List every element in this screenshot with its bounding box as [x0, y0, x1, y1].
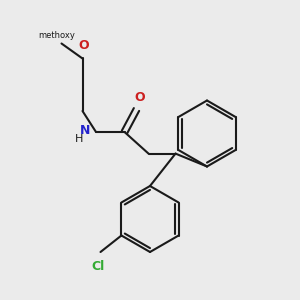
Text: O: O — [79, 39, 89, 52]
Text: N: N — [80, 124, 91, 137]
Text: methoxy: methoxy — [39, 31, 75, 40]
Text: H: H — [75, 134, 84, 145]
Text: O: O — [134, 91, 145, 104]
Text: Cl: Cl — [91, 260, 104, 272]
